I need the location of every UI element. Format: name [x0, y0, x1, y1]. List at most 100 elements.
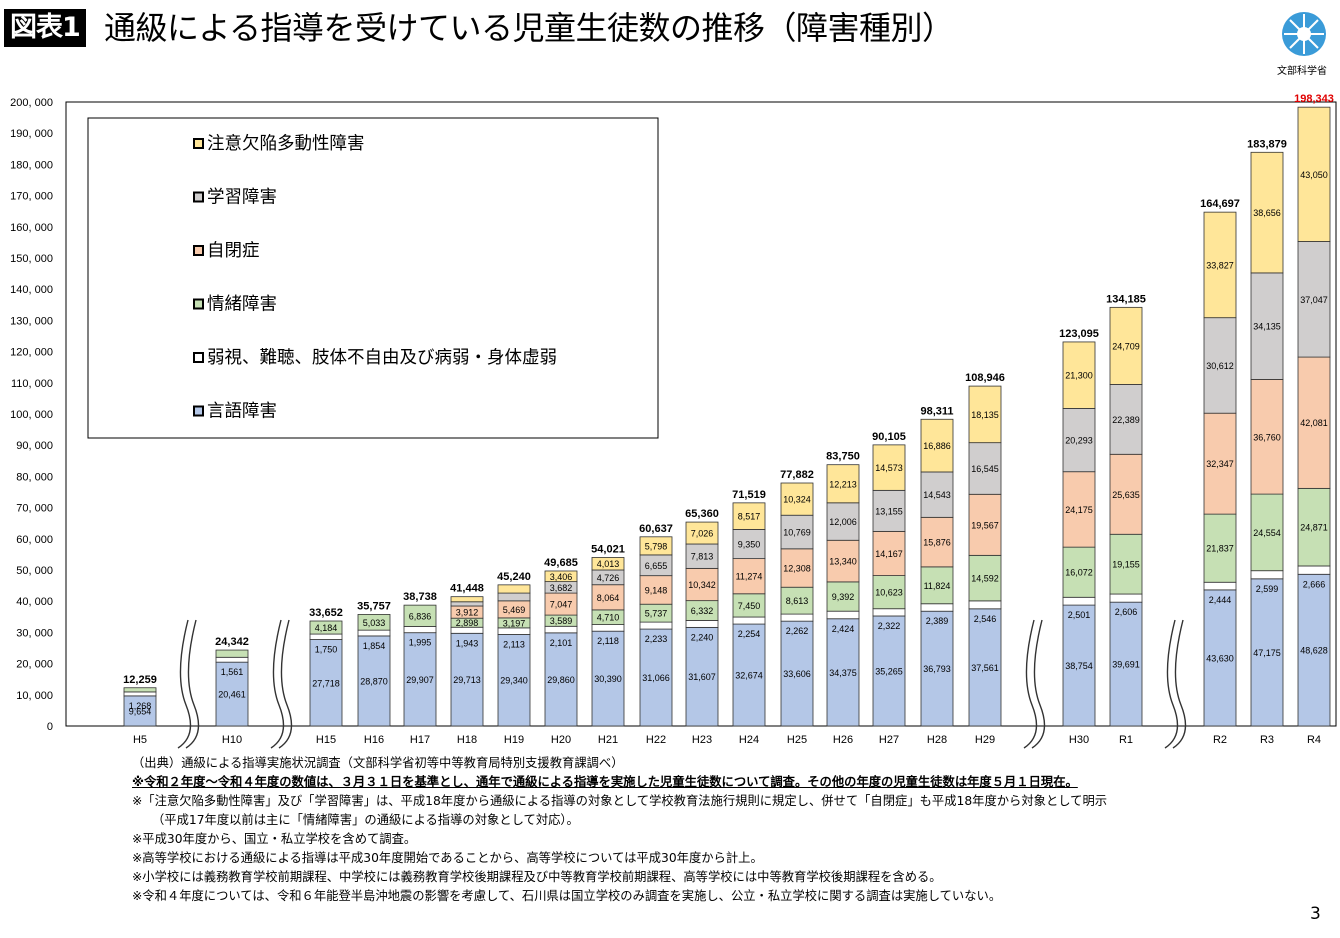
bar-segment-speech — [732, 623, 766, 727]
bar-segment-ld — [1250, 272, 1284, 380]
segment-data-label: 2,233 — [645, 634, 668, 644]
segment-data-label: 7,813 — [691, 552, 714, 562]
bar-segment-ld — [497, 592, 531, 602]
bar-segment-speech — [968, 608, 1002, 727]
y-tick-label: 60, 000 — [16, 534, 53, 546]
bar-segment-ld — [1062, 407, 1096, 473]
segment-data-label: 2,254 — [738, 629, 761, 639]
bar-total-label: 33,652 — [309, 607, 343, 619]
segment-data-label: 20,293 — [1065, 436, 1093, 446]
segment-data-label: 28,870 — [360, 676, 388, 686]
segment-data-label: 14,592 — [971, 574, 999, 584]
bar-segment-adhd — [497, 584, 531, 594]
bar-segment-emotional — [1109, 533, 1143, 595]
segment-data-label: 22,389 — [1112, 415, 1140, 425]
bar-total-label: 77,882 — [780, 469, 814, 481]
x-tick-label: H24 — [739, 734, 759, 746]
y-tick-label: 150, 000 — [10, 253, 53, 265]
segment-data-label: 5,469 — [503, 605, 526, 615]
x-tick-label: H25 — [787, 734, 807, 746]
segment-data-label: 31,607 — [688, 672, 716, 682]
figure-number-badge: 図表1 — [4, 9, 86, 47]
segment-data-label: 3,197 — [503, 618, 526, 628]
x-tick-label: R1 — [1119, 734, 1133, 746]
y-tick-label: 10, 000 — [16, 690, 53, 702]
bar-segment-adhd — [968, 385, 1002, 444]
bar-segment-emotional — [1250, 493, 1284, 572]
x-tick-label: R2 — [1213, 734, 1227, 746]
segment-data-label: 30,612 — [1206, 361, 1234, 371]
legend-label-adhd: 注意欠陥多動性障害 — [207, 133, 365, 153]
bar-segment-emotional — [1203, 513, 1237, 583]
segment-data-label: 29,860 — [547, 675, 575, 685]
segment-data-label: 8,517 — [738, 512, 761, 522]
bar-segment-autism — [826, 539, 860, 583]
segment-data-label: 10,324 — [783, 495, 811, 505]
segment-data-label: 2,666 — [1303, 579, 1326, 589]
y-tick-label: 190, 000 — [10, 128, 53, 140]
bar-total-label: 65,360 — [685, 508, 719, 520]
bar-segment-sensory — [123, 691, 157, 697]
segment-data-label: 24,175 — [1065, 505, 1093, 515]
bar-segment-autism — [732, 558, 766, 595]
bar-segment-adhd — [732, 502, 766, 530]
segment-data-label: 7,026 — [691, 529, 714, 539]
segment-data-label: 29,907 — [406, 675, 434, 685]
y-tick-label: 40, 000 — [16, 596, 53, 608]
segment-data-label: 3,589 — [550, 616, 573, 626]
bar-segment-sensory — [639, 621, 673, 630]
segment-data-label: 29,713 — [453, 675, 481, 685]
bar-segment-autism — [968, 493, 1002, 556]
segment-data-label: 10,769 — [783, 528, 811, 538]
y-tick-label: 80, 000 — [16, 471, 53, 483]
bar-total-label: 183,879 — [1247, 138, 1287, 150]
y-tick-label: 50, 000 — [16, 565, 53, 577]
bar-segment-speech — [591, 630, 625, 727]
x-tick-label: H17 — [410, 734, 430, 746]
bar-segment-ld — [450, 601, 484, 607]
bar-total-label: 54,021 — [591, 543, 625, 555]
x-tick-label: H23 — [692, 734, 712, 746]
bar-segment-speech — [780, 620, 814, 727]
segment-data-label: 30,390 — [594, 674, 622, 684]
y-tick-label: 30, 000 — [16, 627, 53, 639]
segment-data-label: 3,406 — [550, 572, 573, 582]
bar-segment-speech — [1109, 601, 1143, 727]
bar-segment-emotional — [123, 687, 157, 693]
segment-data-label: 21,837 — [1206, 544, 1234, 554]
segment-data-label: 31,066 — [642, 673, 670, 683]
bar-segment-autism — [685, 567, 719, 602]
segment-data-label: 9,654 — [129, 706, 152, 716]
segment-data-label: 21,300 — [1065, 371, 1093, 381]
segment-data-label: 24,871 — [1300, 523, 1328, 533]
x-tick-label: H21 — [598, 734, 618, 746]
y-tick-label: 70, 000 — [16, 503, 53, 515]
axis-break-mark — [270, 619, 285, 749]
segment-data-label: 1,561 — [221, 667, 244, 677]
bar-segment-ld — [872, 489, 906, 532]
bar-segment-speech — [450, 632, 484, 727]
note-earthquake: ※令和４年度については、令和６年能登半島沖地震の影響を考慮して、石川県は国立学校… — [132, 889, 1002, 903]
segment-data-label: 9,350 — [738, 540, 761, 550]
bar-segment-ld — [1109, 384, 1143, 455]
bar-segment-ld — [1297, 241, 1331, 358]
y-tick-label: 100, 000 — [10, 409, 53, 421]
y-tick-label: 200, 000 — [10, 97, 53, 109]
bar-segment-sensory — [920, 603, 954, 612]
bar-total-label: 35,757 — [357, 600, 391, 612]
bar-segment-speech — [1203, 589, 1237, 727]
bar-segment-sensory — [780, 613, 814, 622]
bar-segment-adhd — [920, 418, 954, 473]
segment-data-label: 5,737 — [645, 609, 668, 619]
x-tick-label: H18 — [457, 734, 477, 746]
bar-segment-sensory — [215, 656, 249, 663]
legend-swatch-ld — [193, 191, 204, 203]
segment-data-label: 42,081 — [1300, 418, 1328, 428]
bar-segment-adhd — [591, 557, 625, 571]
note-national-private: ※平成30年度から、国立・私立学校を含めて調査。 — [132, 832, 417, 846]
y-tick-label: 120, 000 — [10, 347, 53, 359]
legend-swatch-adhd — [193, 138, 204, 149]
segment-data-label: 1,268 — [129, 701, 152, 711]
segment-data-label: 34,375 — [829, 668, 857, 678]
bar-segment-adhd — [450, 596, 484, 603]
